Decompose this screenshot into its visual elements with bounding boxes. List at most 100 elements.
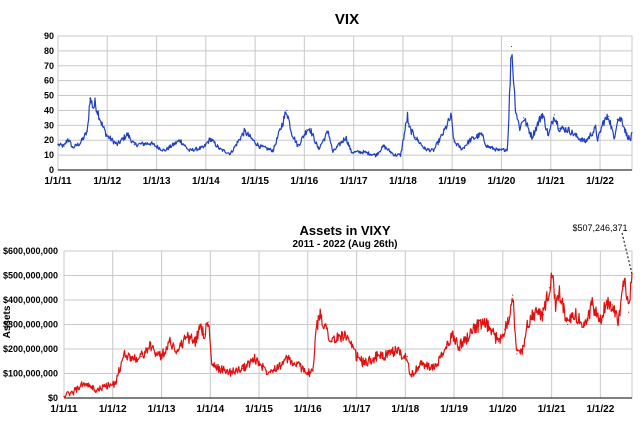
vixy-data-point [63,395,65,397]
vix-series-line [57,54,633,158]
vix-plot-area [57,45,633,158]
vixy-data-point [315,331,317,333]
vix-data-point [519,127,521,129]
vix-data-point [625,133,627,135]
vix-data-point [219,148,221,150]
vix-x-tick-label: 1/1/21 [537,176,565,187]
vix-data-point [469,139,471,141]
vix-data-point [252,139,254,141]
vix-data-point [93,106,95,109]
vix-x-tick-label: 1/1/12 [93,176,121,187]
vixy-data-point [396,348,398,350]
vix-data-point [584,141,587,143]
vix-data-point [306,129,308,131]
vix-x-tick-label: 1/1/20 [488,176,516,187]
vix-data-point [631,132,633,134]
vix-data-point [297,145,299,147]
vixy-data-point [534,311,536,313]
vix-data-point [72,147,74,149]
vixy-data-point [113,383,116,386]
vix-data-point [608,115,610,117]
vix-x-tick-label: 1/1/19 [438,176,466,187]
vix-y-tick-label: 80 [44,46,54,56]
vix-x-tick-label: 1/1/15 [241,176,269,187]
vix-data-point [229,153,232,155]
vixy-data-point [286,358,288,360]
vix-data-point [442,132,445,134]
vixy-last-value-annotation: $507,246,371 [572,223,627,233]
vixy-data-point [388,354,390,356]
vixy-x-tick-label: 1/1/15 [245,404,273,415]
vixy-y-tick-labels: $0 $100,000,000 $200,000,000 $300,000,000 $4… [3,246,58,403]
vixy-data-point [420,363,422,365]
vix-data-point [243,130,246,132]
vix-data-point [116,144,118,146]
vixy-y-tick-label: $500,000,000 [3,271,58,281]
vixy-data-point [168,341,171,343]
vixy-data-point [452,333,454,335]
vixy-data-point [623,279,626,281]
vix-data-point [133,144,135,146]
vix-data-point [577,136,579,138]
vixy-x-tick-label: 1/1/17 [343,404,371,415]
vixy-data-point [591,304,593,306]
vix-data-point [453,141,455,143]
vixy-assets-chart: Assets in VIXY 2011 - 2022 (Aug 26th) As… [2,223,633,415]
vixy-data-point [504,328,506,330]
vixy-annotation-leader [621,232,633,274]
vix-data-point [553,114,555,116]
vixy-data-point [542,314,545,316]
vix-data-point [57,144,59,146]
vixy-y-tick-label: $0 [48,393,58,403]
vix-data-point [94,102,96,104]
vixy-x-tick-labels: 1/1/11 1/1/12 1/1/13 1/1/14 1/1/15 1/1/16 1/1/… [50,404,614,415]
vixy-data-point [473,326,475,328]
vix-data-point [286,109,288,112]
vix-data-point [514,108,517,110]
vix-x-tick-label: 1/1/11 [44,176,72,187]
vixy-data-point [132,358,134,360]
vix-data-point [79,142,81,144]
vix-data-point [394,154,396,156]
vixy-data-point [412,372,414,375]
vix-x-tick-label: 1/1/13 [143,176,171,187]
vixy-data-point [465,338,467,340]
vixy-data-point [516,353,518,355]
vix-data-point [362,151,365,153]
vixy-x-tick-label: 1/1/21 [538,404,566,415]
vixy-data-point [185,336,187,338]
vixy-data-point [441,355,443,357]
vix-y-tick-labels: 0 10 20 30 40 50 60 70 80 90 [44,31,54,175]
vix-y-tick-label: 70 [44,61,54,71]
vix-data-point [595,127,597,129]
vixy-data-point [148,345,150,348]
vixy-data-point [195,341,197,343]
vix-data-point [432,150,435,152]
vixy-plot-area [63,272,633,399]
vix-data-point [547,135,550,137]
vix-data-point [86,130,89,132]
vix-data-point [89,97,91,100]
vix-data-point [126,133,129,135]
vixy-data-point [95,390,98,392]
vix-data-point [400,154,402,156]
vixy-data-point [548,287,550,289]
vixy-data-point [526,323,528,326]
vixy-data-point [433,368,435,370]
vix-data-point [407,114,409,116]
vix-data-point [106,135,108,137]
vix-data-point [531,136,533,138]
vixy-data-point [406,355,408,357]
vix-data-point [541,112,543,115]
vix-data-point [510,45,513,48]
vix-x-tick-labels: 1/1/11 1/1/12 1/1/13 1/1/14 1/1/15 1/1/16 1/1/… [44,176,614,187]
vix-data-point [567,129,570,131]
vix-data-point [67,138,69,140]
vixy-data-point [199,323,201,326]
vixy-data-point [299,365,301,367]
vixy-x-tick-label: 1/1/20 [489,404,517,415]
vix-data-point [450,115,452,117]
vixy-data-point [508,316,510,318]
